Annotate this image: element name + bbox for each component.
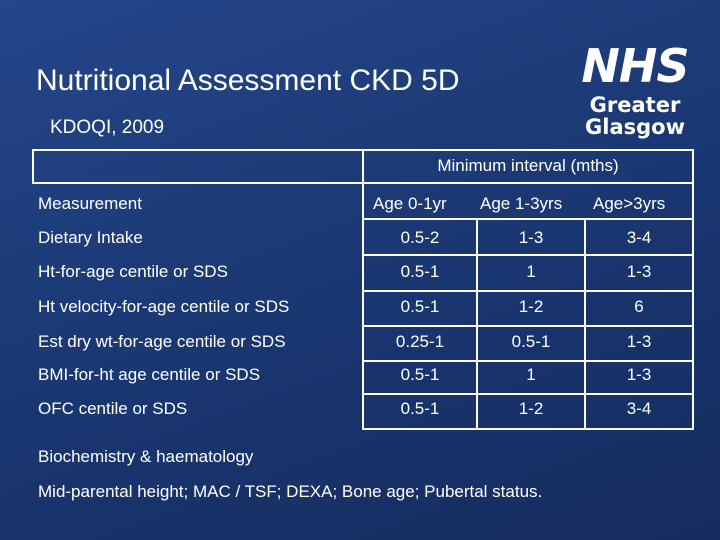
table-cell: 3-4 [626, 228, 652, 247]
table-rule [362, 428, 694, 430]
table-cell: 1-3 [518, 228, 544, 247]
table-rule [362, 218, 694, 220]
table-cell: 1-3 [626, 365, 652, 384]
table-row-label: Dietary Intake [38, 228, 143, 247]
table-cell: 0.5-1 [400, 399, 440, 418]
table-cell: 0.5-1 [400, 365, 440, 384]
table-cell: 1 [526, 262, 536, 281]
table-cell: 1 [526, 365, 536, 384]
assessment-table: Minimum interval (mths) Measurement Age … [32, 149, 694, 430]
nhs-logo-icon: NHS [581, 39, 689, 90]
nhs-greater-glasgow-logo: NHS Greater Glasgow [576, 38, 694, 142]
table-row-label: OFC centile or SDS [38, 399, 188, 418]
logo-line-greater: Greater [589, 93, 681, 117]
logo-line-glasgow: Glasgow [585, 115, 685, 139]
group-header: Minimum interval (mths) [437, 156, 619, 175]
table-row-label: Ht velocity-for-age centile or SDS [38, 297, 290, 316]
table-cell: 6 [634, 297, 644, 316]
svg-text:NHS: NHS [581, 39, 688, 90]
footer-note-measurements: Mid-parental height; MAC / TSF; DEXA; Bo… [38, 482, 543, 501]
table-cell: 1-3 [626, 332, 652, 351]
table-cell: 0.5-2 [400, 228, 440, 247]
table-cell: 0.25-1 [395, 332, 445, 351]
table-rule [692, 149, 694, 430]
table-cell: 0.5-1 [400, 297, 440, 316]
table-row-label: Ht-for-age centile or SDS [38, 262, 228, 281]
footer-note-biochemistry: Biochemistry & haematology [38, 447, 254, 466]
table-rule [362, 393, 694, 395]
table-rule [584, 218, 586, 430]
slide-subtitle: KDOQI, 2009 [50, 117, 165, 138]
table-rule [362, 149, 364, 430]
table-rule [362, 254, 694, 256]
table-rule [362, 325, 694, 327]
table-rule [362, 360, 694, 362]
table-cell: 1-3 [626, 262, 652, 281]
column-header: Measurement [38, 194, 142, 213]
table-rule [32, 149, 34, 184]
table-row-label: BMI-for-ht age centile or SDS [38, 365, 261, 384]
table-rule [476, 218, 478, 430]
column-header: Age 0-1yr [373, 194, 447, 213]
table-cell: 0.5-1 [511, 332, 551, 351]
table-cell: 0.5-1 [400, 262, 440, 281]
column-header: Age 1-3yrs [480, 194, 563, 213]
table-row-label: Est dry wt-for-age centile or SDS [38, 332, 286, 351]
slide-title: Nutritional Assessment CKD 5D [36, 64, 460, 97]
table-cell: 3-4 [626, 399, 652, 418]
table-rule [362, 290, 694, 292]
table-cell: 1-2 [518, 297, 544, 316]
column-header: Age>3yrs [593, 194, 666, 213]
table-cell: 1-2 [518, 399, 544, 418]
